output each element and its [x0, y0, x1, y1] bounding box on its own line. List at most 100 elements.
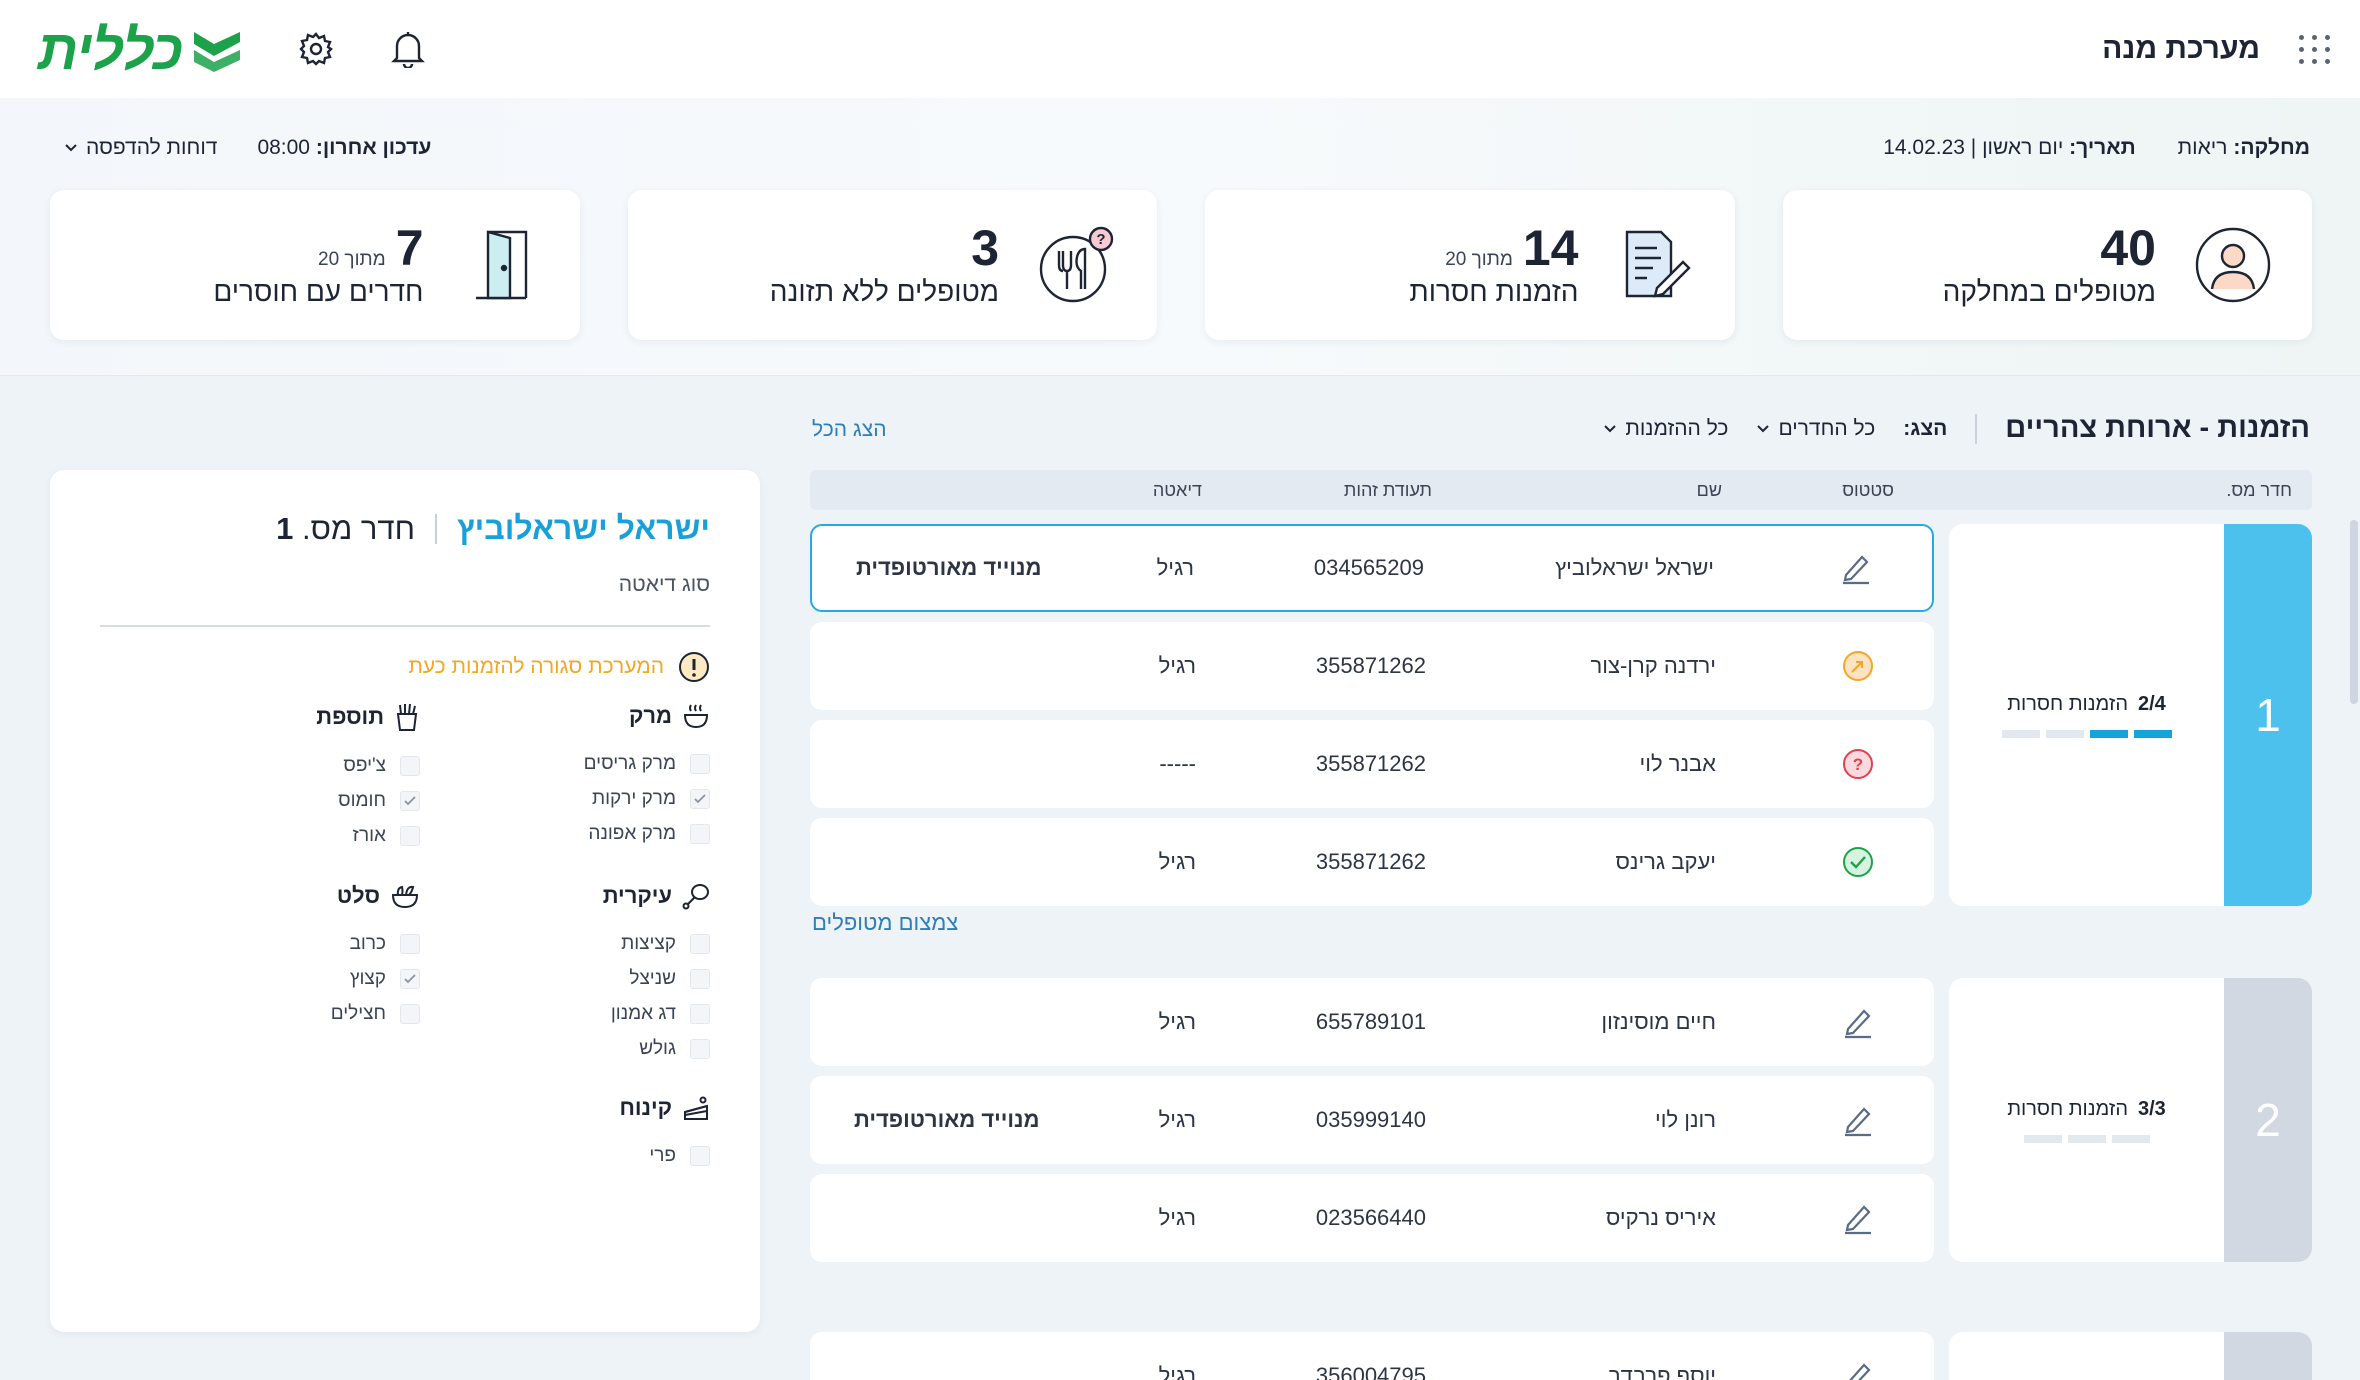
stat-text: 3 מטופלים ללא תזונה	[770, 222, 999, 308]
checkbox[interactable]	[690, 934, 710, 954]
menu-option[interactable]: שניצל	[530, 967, 710, 991]
checkbox[interactable]	[690, 1146, 710, 1166]
checkbox[interactable]	[400, 934, 420, 954]
status-cell[interactable]	[1838, 1005, 1878, 1039]
patient-note: מנוייד מאורטופדית	[856, 555, 1042, 580]
menu-option[interactable]: פרי	[530, 1144, 710, 1168]
stat-card-rooms-missing[interactable]: 7 מתוך 20 חדרים עם חוסרים	[50, 190, 580, 340]
menu-option[interactable]: אורז	[240, 824, 420, 848]
patient-name: חיים מוסינזון	[1601, 1009, 1716, 1034]
menu-option[interactable]: קצוץ	[240, 967, 420, 991]
menu-option[interactable]: מרק גריסים	[530, 752, 710, 776]
stat-number: 7	[395, 220, 424, 276]
patient-row[interactable]: יוסף פרבדר 356004795 רגיל	[810, 1332, 1934, 1380]
menu-option-label: קצוץ	[349, 968, 386, 989]
scrollbar[interactable]	[2350, 520, 2358, 704]
document-edit-icon	[1625, 230, 1691, 298]
panel-room: חדר מס. 1	[276, 511, 415, 547]
menu-option[interactable]: צ'יפס	[240, 754, 420, 778]
patient-id: 034565209	[1313, 555, 1424, 580]
compress-patients-link[interactable]: צמצום מטופלים	[812, 910, 959, 935]
checkbox[interactable]	[690, 969, 710, 989]
check-icon	[694, 794, 706, 804]
room-card[interactable]	[1949, 1332, 2312, 1380]
patient-row[interactable]: ישראל ישראלוביץ 034565209 רגיל מנוייד מא…	[810, 524, 1934, 612]
patient-row[interactable]: ? אבנר לוי 355871262 -----	[810, 720, 1934, 808]
panel-patient-name: ישראל ישראלוביץ	[457, 510, 710, 546]
checkbox-checked[interactable]	[690, 789, 710, 809]
patient-id: 355871262	[1315, 849, 1426, 874]
stat-card-missing-orders[interactable]: 14 מתוך 20 הזמנות חסרות	[1205, 190, 1735, 340]
checkbox[interactable]	[400, 1004, 420, 1024]
menu-group-label: קינוח	[619, 1095, 672, 1120]
panel-divider	[100, 625, 710, 627]
question-mark-icon: ?	[1843, 749, 1873, 779]
status-cell[interactable]	[1838, 1103, 1878, 1137]
checkbox[interactable]	[400, 756, 420, 776]
menu-option[interactable]: מרק אפונה	[530, 822, 710, 846]
patient-row[interactable]: ירדנה קרן-צור 355871262 רגיל	[810, 622, 1934, 710]
menu-option[interactable]: דג אמנון	[530, 1002, 710, 1026]
logo-text: כללית	[38, 17, 183, 81]
room-card[interactable]: 1 2/4 הזמנות חסרות	[1949, 524, 2312, 906]
checkbox-checked[interactable]	[400, 791, 420, 811]
stat-card-no-nutrition[interactable]: ? 3 מטופלים ללא תזונה	[627, 190, 1157, 340]
checkbox[interactable]	[690, 754, 710, 774]
last-update: עדכון אחרון: 08:00	[257, 136, 431, 160]
room-missing-count: 2/4	[2138, 692, 2166, 715]
stat-cards: 40 מטופלים במחלקה 14 מתוך 20 הזמנות חסרו…	[50, 190, 2312, 340]
col-name: שם	[1696, 480, 1722, 500]
room-missing: 3/3 הזמנות חסרות	[2007, 1098, 2166, 1121]
status-cell[interactable]: ?	[1838, 748, 1878, 780]
filter-orders-dropdown[interactable]: כל ההזמנות	[1603, 417, 1728, 441]
status-cell[interactable]	[1838, 1359, 1878, 1380]
patient-name: יעקב גרינס	[1615, 849, 1716, 874]
checkbox-checked[interactable]	[400, 969, 420, 989]
patient-icon	[2195, 227, 2271, 303]
menu-option[interactable]: חומוס	[240, 789, 420, 813]
status-cell[interactable]	[1838, 1201, 1878, 1235]
stat-number-row: 3	[971, 222, 999, 274]
menu-option[interactable]: קציצות	[530, 932, 710, 956]
apps-grid-icon[interactable]	[2298, 34, 2330, 64]
checkbox[interactable]	[690, 1039, 710, 1059]
print-reports-dropdown[interactable]: דוחות להדפסה	[64, 136, 217, 160]
menu-option[interactable]: חצילים	[240, 1002, 420, 1026]
col-diet: דיאטה	[1152, 480, 1202, 500]
status-cell[interactable]	[1838, 650, 1878, 682]
settings-gear-icon[interactable]	[294, 27, 338, 71]
edit-pencil-icon	[1845, 1107, 1871, 1137]
status-cell[interactable]	[1838, 846, 1878, 878]
patient-diet: רגיל	[1158, 1363, 1196, 1380]
checkbox[interactable]	[690, 1004, 710, 1024]
menu-option[interactable]: כרוב	[240, 932, 420, 956]
room-missing-label: הזמנות חסרות	[2007, 1097, 2128, 1120]
menu-option[interactable]: גולש	[530, 1037, 710, 1061]
col-id: תעודת זהות	[1343, 480, 1432, 500]
menu-option-label: אורז	[352, 825, 386, 846]
patient-id: 655789101	[1315, 1009, 1426, 1034]
checkbox[interactable]	[400, 826, 420, 846]
status-cell[interactable]	[1836, 551, 1876, 585]
room-card[interactable]: 2 3/3 הזמנות חסרות	[1949, 978, 2312, 1262]
show-all-link[interactable]: הצג הכל	[812, 418, 887, 441]
stat-label: הזמנות חסרות	[1409, 276, 1579, 307]
menu-option-label: פרי	[649, 1145, 676, 1166]
progress-segment	[2023, 1134, 2062, 1143]
divider	[1975, 413, 1978, 444]
patient-row[interactable]: חיים מוסינזון 655789101 רגיל	[810, 978, 1934, 1066]
menu-option[interactable]: מרק ירקות	[530, 787, 710, 811]
stat-label: מטופלים ללא תזונה	[769, 276, 999, 307]
progress-segment	[2089, 729, 2128, 738]
stat-text: 14 מתוך 20 הזמנות חסרות	[1409, 222, 1578, 308]
date-info: תאריך: יום ראשון | 14.02.23	[1883, 136, 2135, 160]
patient-row[interactable]: איריס נרקיס 023566440 רגיל	[810, 1174, 1934, 1262]
patient-row[interactable]: יעקב גרינס 355871262 רגיל	[810, 818, 1934, 906]
patient-row[interactable]: רונן לוי 035999140 רגיל מנוייד מאורטופדי…	[810, 1076, 1934, 1164]
stat-card-patients[interactable]: 40 מטופלים במחלקה	[1782, 190, 2312, 340]
show-label: הצג:	[1903, 416, 1948, 440]
checkbox[interactable]	[690, 824, 710, 844]
menu-group-title: קינוח	[530, 1094, 710, 1122]
filter-rooms-dropdown[interactable]: כל החדרים	[1756, 417, 1875, 441]
notifications-bell-icon[interactable]	[386, 27, 430, 71]
